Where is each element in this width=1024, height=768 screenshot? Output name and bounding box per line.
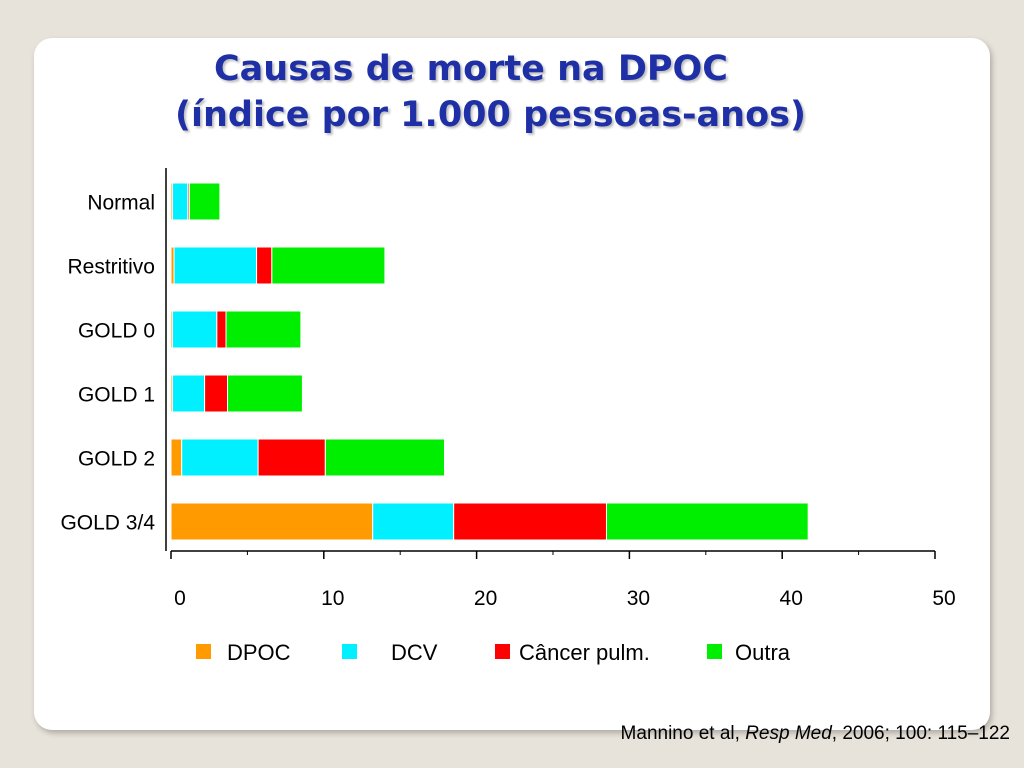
legend-item-outra: Outra [707,640,790,666]
x-tick-label-0: 0 [174,587,186,610]
bars-group [170,182,809,541]
axes-group: Normal Restritivo GOLD 0 GOLD 1 GOLD 2 GOLD 3… [60,168,956,610]
bar-normal-dcv [172,182,189,221]
bar-gold-2-cancer-pulm [257,438,326,477]
bar-gold-1-outra [227,374,303,413]
x-tick-label-20: 20 [474,587,497,610]
citation-prefix: Mannino et al, [620,723,746,744]
x-tick-label-40: 40 [780,587,803,610]
x-tick-label-30: 30 [627,587,650,610]
legend-label-outra: Outra [735,640,791,665]
bar-restritivo-outra [271,246,386,285]
legend-swatch-dpoc [196,644,211,659]
legend-item-cancer: Câncer pulm. [495,640,650,666]
bar-gold-3-4-outra [605,502,809,541]
x-tick-label-10: 10 [321,587,344,610]
legend: DPOC DCV Câncer pulm. Outra [0,638,1024,668]
citation-journal: Resp Med [745,723,832,744]
bar-restritivo-dcv [173,246,258,285]
title-line-1: Causas de morte na DPOC [214,49,728,89]
legend-item-dcv: DCV [342,640,437,666]
citation: Mannino et al, Resp Med, 2006; 100: 115–… [621,723,1010,745]
legend-label-dcv: DCV [391,640,438,665]
bar-gold-1-cancer-pulm [204,374,229,413]
category-label-gold-1: GOLD 1 [78,384,155,407]
bar-gold-2-dpoc [170,438,183,477]
x-tick-label-50: 50 [932,587,955,610]
legend-swatch-dcv [342,644,357,659]
category-label-gold-3-4: GOLD 3/4 [60,512,155,535]
bar-gold-2-outra [324,438,446,477]
legend-swatch-cancer [495,644,510,659]
bar-restritivo-cancer-pulm [256,246,273,285]
bar-normal-outra [188,182,221,221]
bar-gold-3-4-cancer-pulm [453,502,607,541]
category-label-normal: Normal [87,192,155,215]
legend-label-dpoc: DPOC [227,640,291,665]
legend-label-cancer: Câncer pulm. [519,640,650,665]
bar-gold-0-cancer-pulm [216,310,227,349]
legend-item-dpoc: DPOC [196,640,291,666]
bar-gold-3-4-dcv [372,502,455,541]
bar-gold-3-4-dpoc [170,502,374,541]
bar-gold-0-outra [225,310,302,349]
bar-gold-2-dcv [181,438,259,477]
bar-gold-0-dcv [172,310,218,349]
category-label-gold-2: GOLD 2 [78,448,155,471]
citation-suffix: , 2006; 100: 115–122 [831,723,1010,744]
legend-swatch-outra [707,644,722,659]
bar-gold-1-dcv [172,374,206,413]
category-label-gold-0: GOLD 0 [78,320,155,343]
title-line-2: (índice por 1.000 pessoas-anos) [175,95,806,135]
category-label-restritivo: Restritivo [67,256,155,279]
